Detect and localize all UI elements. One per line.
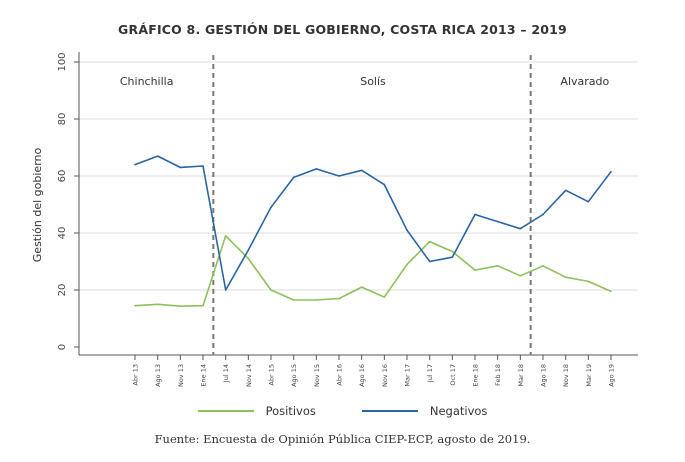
data-point-negativos bbox=[496, 220, 499, 223]
series-line-positivos bbox=[134, 235, 612, 308]
series-lines bbox=[134, 155, 612, 308]
data-point-negativos bbox=[451, 256, 454, 259]
x-tick-label: Nov 14 bbox=[245, 364, 253, 387]
data-point-negativos bbox=[428, 260, 431, 263]
x-tick-label: Oct 17 bbox=[449, 364, 457, 386]
data-point-negativos bbox=[519, 227, 522, 230]
x-tick-label: Ago 16 bbox=[358, 364, 366, 387]
data-point-positivos bbox=[224, 235, 227, 237]
data-point-negativos bbox=[542, 213, 544, 216]
data-point-positivos bbox=[292, 299, 295, 301]
data-point-positivos bbox=[519, 274, 522, 277]
period-label: Chinchilla bbox=[120, 75, 174, 88]
series-line-negativos bbox=[134, 155, 612, 291]
x-tick-label: Abr 15 bbox=[268, 364, 276, 386]
data-point-positivos bbox=[360, 286, 363, 288]
y-tick-label: 20 bbox=[57, 284, 68, 297]
data-point-positivos bbox=[610, 290, 612, 293]
y-ticks: 0 20 40 60 80 100 bbox=[57, 52, 79, 350]
legend-item-negativos: Negativos bbox=[361, 404, 488, 418]
x-tick-label: Abr 16 bbox=[336, 364, 344, 386]
data-point-positivos bbox=[451, 250, 454, 253]
data-point-negativos bbox=[338, 175, 340, 177]
data-point-positivos bbox=[383, 296, 386, 298]
data-point-positivos bbox=[564, 276, 567, 278]
line-chart: 0 20 40 60 80 100 Abr 13 Ago 13 Nov 13 Ene 14 Jul… bbox=[31, 52, 638, 387]
y-axis-label: Gestión del gobierno bbox=[31, 148, 44, 263]
legend-swatch-positivos bbox=[197, 410, 254, 412]
data-point-negativos bbox=[156, 155, 159, 157]
data-point-negativos bbox=[134, 163, 136, 166]
data-point-positivos bbox=[202, 304, 204, 307]
x-tick-label: Nov 18 bbox=[562, 364, 570, 387]
y-tick-label: 100 bbox=[57, 52, 68, 71]
x-ticks: Abr 13 Ago 13 Nov 13 Ene 14 Jul 14 Nov 14 Abr … bbox=[132, 355, 616, 387]
legend-swatch-negativos bbox=[361, 410, 418, 412]
data-point-negativos bbox=[406, 229, 408, 231]
period-label: Solís bbox=[360, 75, 386, 88]
chart-title: GRÁFICO 8. GESTIÓN DEL GOBIERNO, COSTA R… bbox=[118, 22, 567, 37]
data-point-positivos bbox=[542, 264, 544, 267]
x-tick-label: Jul 17 bbox=[426, 364, 434, 383]
data-point-negativos bbox=[179, 166, 182, 169]
x-tick-label: Nov 16 bbox=[381, 364, 389, 387]
x-tick-label: Mar 19 bbox=[585, 364, 593, 387]
x-tick-label: Ene 14 bbox=[200, 364, 208, 387]
y-tick-label: 60 bbox=[57, 170, 68, 183]
x-tick-label: Ago 15 bbox=[290, 364, 298, 387]
data-point-positivos bbox=[156, 303, 159, 306]
data-point-negativos bbox=[610, 170, 612, 173]
data-point-positivos bbox=[474, 269, 476, 271]
legend-item-positivos: Positivos bbox=[197, 404, 316, 418]
data-point-positivos bbox=[179, 305, 182, 308]
data-point-positivos bbox=[496, 264, 499, 267]
period-dividers bbox=[212, 55, 532, 355]
y-tick-label: 40 bbox=[57, 227, 68, 240]
x-tick-label: Mar 18 bbox=[517, 364, 525, 387]
data-point-negativos bbox=[292, 176, 295, 179]
data-point-positivos bbox=[315, 299, 318, 301]
x-tick-label: Feb 18 bbox=[494, 364, 502, 386]
gridlines bbox=[79, 61, 638, 291]
data-point-negativos bbox=[360, 169, 363, 172]
x-tick-label: Ago 13 bbox=[154, 364, 162, 387]
y-tick-label: 80 bbox=[57, 113, 68, 126]
data-point-negativos bbox=[224, 289, 227, 291]
data-point-negativos bbox=[270, 206, 272, 209]
x-tick-label: Ago 19 bbox=[608, 364, 616, 387]
legend: Positivos Negativos bbox=[0, 404, 685, 418]
x-tick-label: Ene 18 bbox=[472, 364, 480, 387]
period-label: Alvarado bbox=[560, 75, 609, 88]
data-point-positivos bbox=[587, 280, 590, 283]
x-tick-label: Nov 13 bbox=[177, 364, 185, 387]
x-tick-label: Mar 17 bbox=[404, 364, 412, 387]
data-point-negativos bbox=[315, 168, 318, 170]
data-point-positivos bbox=[134, 304, 136, 307]
data-point-negativos bbox=[564, 189, 567, 192]
data-point-positivos bbox=[428, 240, 431, 243]
data-point-positivos bbox=[247, 257, 250, 260]
data-point-positivos bbox=[270, 289, 272, 291]
data-point-negativos bbox=[474, 213, 476, 216]
period-labels: Chinchilla Solís Alvarado bbox=[120, 75, 610, 88]
axes bbox=[78, 52, 638, 356]
data-point-positivos bbox=[406, 263, 408, 266]
x-tick-label: Ago 18 bbox=[540, 364, 548, 387]
legend-label-negativos: Negativos bbox=[429, 404, 488, 418]
data-point-negativos bbox=[587, 200, 590, 203]
y-tick-label: 0 bbox=[57, 344, 68, 350]
x-tick-label: Abr 13 bbox=[132, 364, 140, 386]
source-note: Fuente: Encuesta de Opinión Pública CIEP… bbox=[154, 432, 531, 446]
data-point-negativos bbox=[383, 183, 386, 186]
data-point-positivos bbox=[338, 297, 340, 300]
legend-label-positivos: Positivos bbox=[265, 404, 316, 418]
x-tick-label: Jul 14 bbox=[222, 364, 230, 383]
data-point-negativos bbox=[247, 249, 250, 251]
data-point-negativos bbox=[202, 165, 204, 167]
x-tick-label: Nov 15 bbox=[313, 364, 321, 387]
